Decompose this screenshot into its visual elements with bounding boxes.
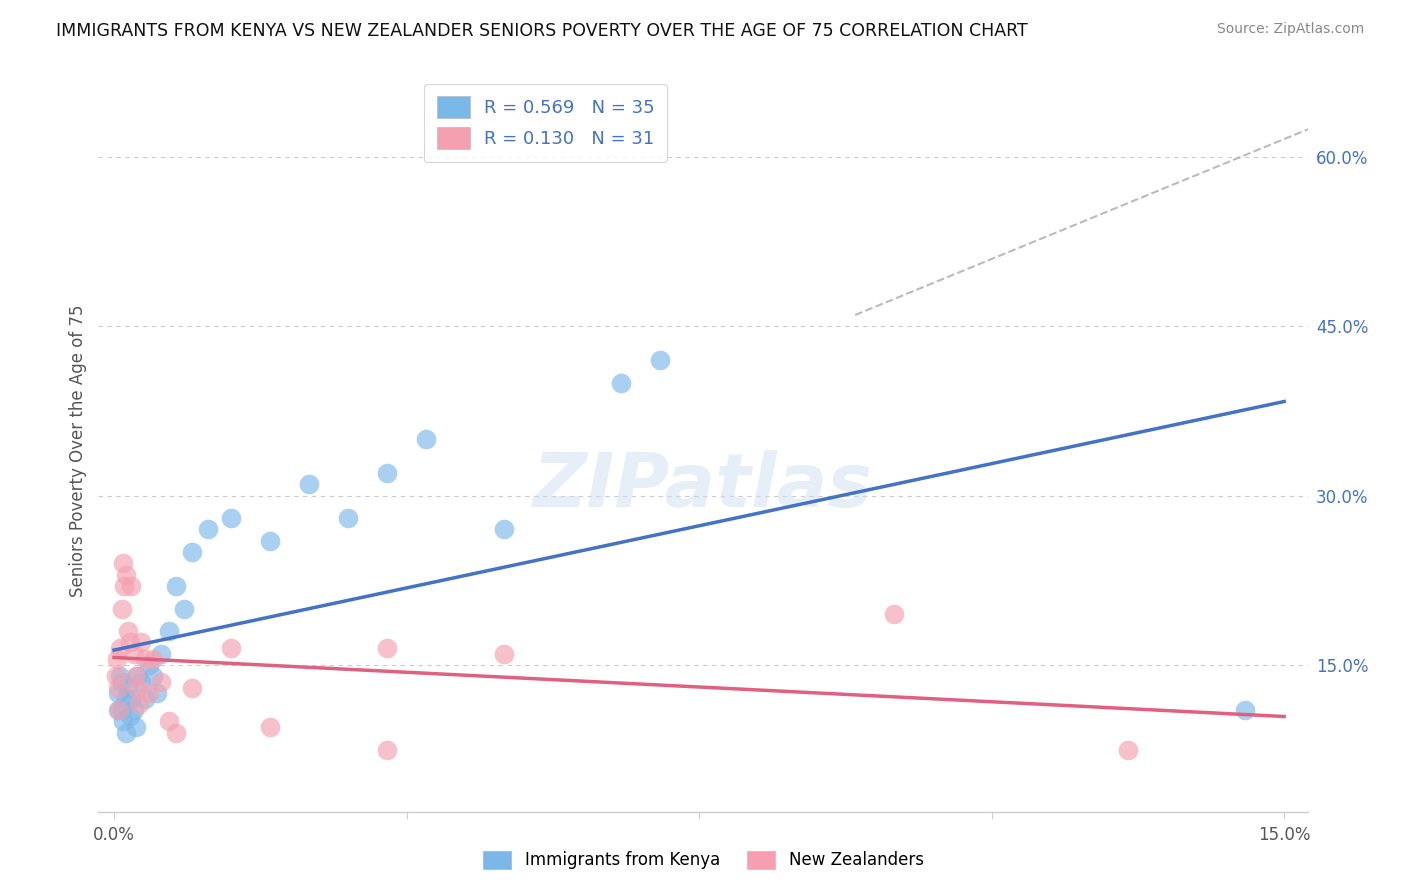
Point <box>298 477 321 491</box>
Point <box>181 545 204 559</box>
Point <box>219 511 242 525</box>
Point <box>375 742 398 756</box>
Point <box>125 720 148 734</box>
Point <box>118 635 141 649</box>
Point <box>120 579 142 593</box>
Point <box>181 681 204 695</box>
Point <box>494 523 516 537</box>
Point <box>111 703 134 717</box>
Point <box>219 640 242 655</box>
Point <box>138 686 160 700</box>
Point <box>1234 703 1257 717</box>
Point <box>149 674 172 689</box>
Point <box>107 703 129 717</box>
Legend: R = 0.569   N = 35, R = 0.130   N = 31: R = 0.569 N = 35, R = 0.130 N = 31 <box>425 84 668 162</box>
Point <box>114 691 136 706</box>
Point <box>173 601 195 615</box>
Point <box>131 635 153 649</box>
Point <box>128 698 150 712</box>
Point <box>107 686 129 700</box>
Point <box>142 652 165 666</box>
Point <box>117 624 139 639</box>
Point <box>138 657 160 672</box>
Text: Source: ZipAtlas.com: Source: ZipAtlas.com <box>1216 22 1364 37</box>
Point <box>117 681 139 695</box>
Point <box>131 674 153 689</box>
Point <box>375 466 398 480</box>
Point <box>134 652 156 666</box>
Point <box>111 674 134 689</box>
Text: ZIPatlas: ZIPatlas <box>533 450 873 523</box>
Point <box>157 624 180 639</box>
Point <box>127 681 149 695</box>
Text: IMMIGRANTS FROM KENYA VS NEW ZEALANDER SENIORS POVERTY OVER THE AGE OF 75 CORREL: IMMIGRANTS FROM KENYA VS NEW ZEALANDER S… <box>56 22 1028 40</box>
Point <box>883 607 905 622</box>
Point <box>122 703 145 717</box>
Point <box>165 579 187 593</box>
Point <box>494 647 516 661</box>
Point <box>375 640 398 655</box>
Point <box>114 725 136 739</box>
Point <box>1116 742 1139 756</box>
Point <box>610 376 633 390</box>
Point <box>110 640 132 655</box>
Point <box>105 652 128 666</box>
Point <box>197 523 219 537</box>
Point <box>122 647 145 661</box>
Point <box>114 567 136 582</box>
Point <box>146 686 169 700</box>
Point <box>259 720 281 734</box>
Point <box>127 669 149 683</box>
Point <box>111 601 134 615</box>
Point <box>107 703 129 717</box>
Point <box>337 511 360 525</box>
Point <box>107 681 129 695</box>
Legend: Immigrants from Kenya, New Zealanders: Immigrants from Kenya, New Zealanders <box>475 843 931 877</box>
Point <box>112 557 135 571</box>
Point <box>125 669 148 683</box>
Point <box>165 725 187 739</box>
Point <box>112 714 135 729</box>
Y-axis label: Seniors Poverty Over the Age of 75: Seniors Poverty Over the Age of 75 <box>69 304 87 597</box>
Point <box>142 669 165 683</box>
Point <box>134 691 156 706</box>
Point <box>112 579 135 593</box>
Point <box>118 708 141 723</box>
Point <box>110 669 132 683</box>
Point <box>120 691 142 706</box>
Point <box>415 432 437 446</box>
Point <box>648 353 671 368</box>
Point <box>157 714 180 729</box>
Point <box>104 669 127 683</box>
Point <box>149 647 172 661</box>
Point <box>259 533 281 548</box>
